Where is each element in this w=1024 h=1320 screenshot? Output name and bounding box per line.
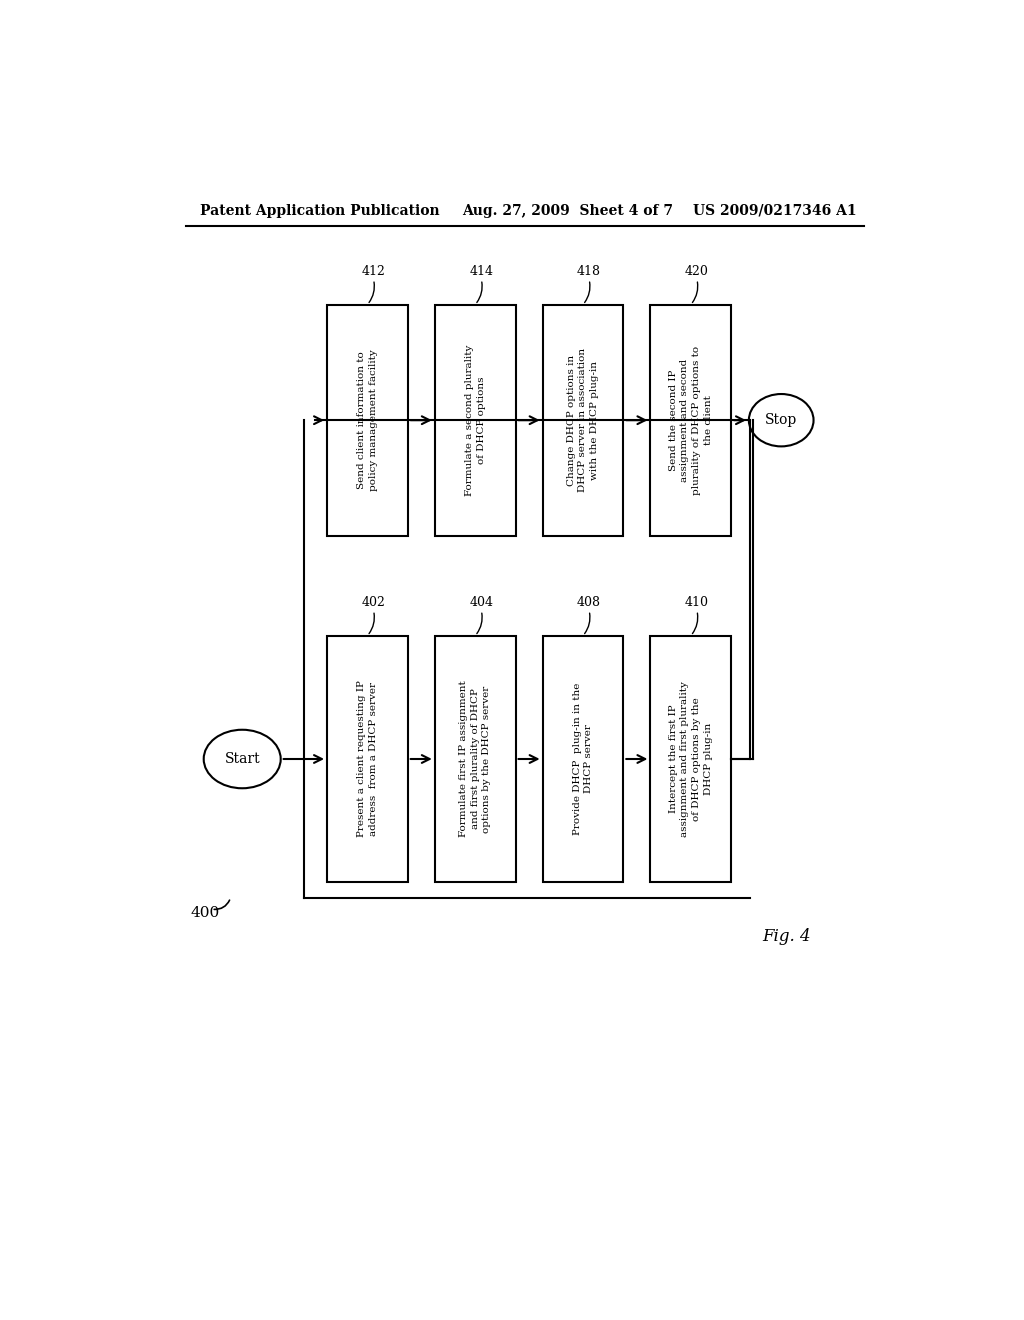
Bar [650, 636, 731, 882]
Text: Intercept the first IP
assignment and first plurality
of DHCP options by the
DHC: Intercept the first IP assignment and fi… [669, 681, 713, 837]
Text: US 2009/0217346 A1: US 2009/0217346 A1 [692, 203, 856, 218]
Text: 412: 412 [361, 265, 385, 277]
Text: Patent Application Publication: Patent Application Publication [200, 203, 439, 218]
Ellipse shape [749, 395, 813, 446]
Text: 420: 420 [685, 265, 709, 277]
Bar [543, 636, 624, 882]
Bar [327, 305, 408, 536]
Text: 414: 414 [469, 265, 494, 277]
Text: Change DHCP options in
DHCP server in association
with the DHCP plug-in: Change DHCP options in DHCP server in as… [566, 348, 599, 492]
Text: Provide DHCP  plug-in in the
DHCP server: Provide DHCP plug-in in the DHCP server [572, 682, 593, 836]
Text: Fig. 4: Fig. 4 [762, 928, 811, 945]
Bar [435, 636, 515, 882]
Text: Present a client requesting IP
address  from a DHCP server: Present a client requesting IP address f… [357, 681, 378, 837]
Text: 404: 404 [469, 595, 494, 609]
Bar [327, 636, 408, 882]
Text: 408: 408 [578, 595, 601, 609]
Bar [650, 305, 731, 536]
Bar [435, 305, 515, 536]
Text: Formulate first IP assignment
and first plurality of DHCP
options by the DHCP se: Formulate first IP assignment and first … [459, 681, 492, 837]
Text: Send the second IP
assignment and second
plurality of DHCP options to
the client: Send the second IP assignment and second… [669, 346, 713, 495]
Text: 418: 418 [578, 265, 601, 277]
Text: 400: 400 [190, 906, 220, 920]
Text: 410: 410 [685, 595, 709, 609]
Text: Aug. 27, 2009  Sheet 4 of 7: Aug. 27, 2009 Sheet 4 of 7 [462, 203, 673, 218]
Ellipse shape [204, 730, 281, 788]
Bar [543, 305, 624, 536]
Text: Send client information to
policy management facility: Send client information to policy manage… [357, 350, 378, 491]
Text: Stop: Stop [765, 413, 798, 428]
Text: Formulate a second plurality
of DHCP options: Formulate a second plurality of DHCP opt… [465, 345, 485, 496]
Text: Start: Start [224, 752, 260, 766]
Text: 402: 402 [361, 595, 385, 609]
